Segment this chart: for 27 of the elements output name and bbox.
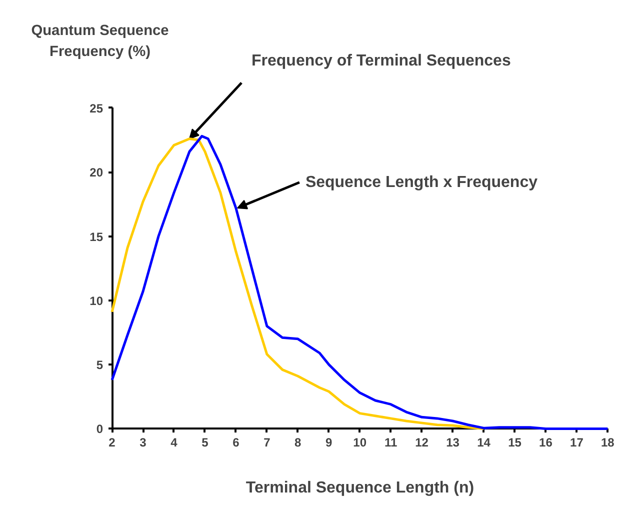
x-tick-label: 8 xyxy=(294,436,302,450)
x-tick-label: 17 xyxy=(570,436,584,450)
x-axis-title: Terminal Sequence Length (n) xyxy=(246,480,474,496)
annotation: Frequency of Terminal Sequences xyxy=(252,52,511,70)
x-tick-label: 4 xyxy=(170,436,178,450)
x-tick-label: 3 xyxy=(140,436,147,450)
x-tick-label: 12 xyxy=(415,436,429,450)
x-tick-label: 16 xyxy=(539,436,553,450)
x-tick-label: 6 xyxy=(232,436,240,450)
y-tick-label: 25 xyxy=(90,101,104,116)
y-tick-label: 0 xyxy=(96,422,104,436)
x-tick-label: 13 xyxy=(446,436,460,450)
x-tick-label: 11 xyxy=(384,436,398,450)
x-tick-label: 10 xyxy=(353,436,367,450)
x-tick-label: 14 xyxy=(477,436,491,450)
x-tick-label: 2 xyxy=(108,436,116,450)
y-tick-label: 15 xyxy=(90,230,104,244)
annotation: Sequence Length x Frequency xyxy=(305,174,538,191)
x-tick-label: 7 xyxy=(264,436,271,450)
y-tick-label: 20 xyxy=(90,166,104,180)
x-tick-label: 15 xyxy=(508,436,522,450)
y-axis-title: Quantum Sequence Frequency (%) xyxy=(31,23,169,60)
x-tick-label: 9 xyxy=(326,436,333,450)
y-tick-label: 5 xyxy=(96,358,104,372)
x-tick-label: 5 xyxy=(202,436,209,450)
y-tick-label: 10 xyxy=(90,294,104,308)
x-tick-label: 18 xyxy=(601,436,615,450)
